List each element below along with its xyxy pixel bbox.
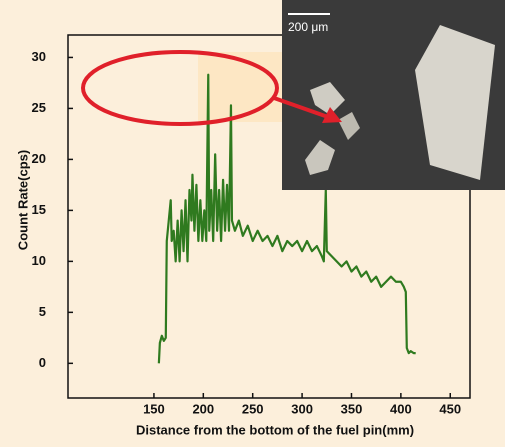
data-line — [157, 73, 416, 364]
y-tick-label: 0 — [39, 355, 46, 370]
inset-fragment — [305, 140, 335, 175]
x-tick-label: 350 — [341, 401, 363, 416]
y-tick-label: 15 — [32, 202, 46, 217]
inset-image: 200 μm — [282, 0, 505, 190]
highlight-ellipse — [81, 50, 279, 126]
y-tick-label: 20 — [32, 151, 46, 166]
y-tick-label: 5 — [39, 304, 46, 319]
arrow-shaft — [273, 96, 329, 119]
x-tick-label: 200 — [192, 401, 214, 416]
arrow-head — [322, 107, 342, 123]
y-tick-label: 10 — [32, 253, 46, 268]
inset-fragment — [338, 112, 360, 140]
y-axis-label: Count Rate(cps) — [15, 150, 30, 250]
x-axis-label: Distance from the bottom of the fuel pin… — [136, 422, 414, 437]
x-tick-label: 300 — [291, 401, 313, 416]
x-tick-label: 250 — [242, 401, 264, 416]
scale-label: 200 μm — [288, 20, 328, 34]
y-tick-label: 30 — [32, 49, 46, 64]
marks — [157, 73, 416, 364]
y-tick-label: 25 — [32, 100, 46, 115]
inset-fragment — [310, 82, 345, 115]
x-tick-label: 450 — [439, 401, 461, 416]
inset-crystal — [415, 25, 495, 180]
plot-frame — [67, 34, 471, 399]
x-tick-label: 400 — [390, 401, 412, 416]
highlight-patch — [198, 52, 282, 122]
x-tick-label: 150 — [143, 401, 165, 416]
